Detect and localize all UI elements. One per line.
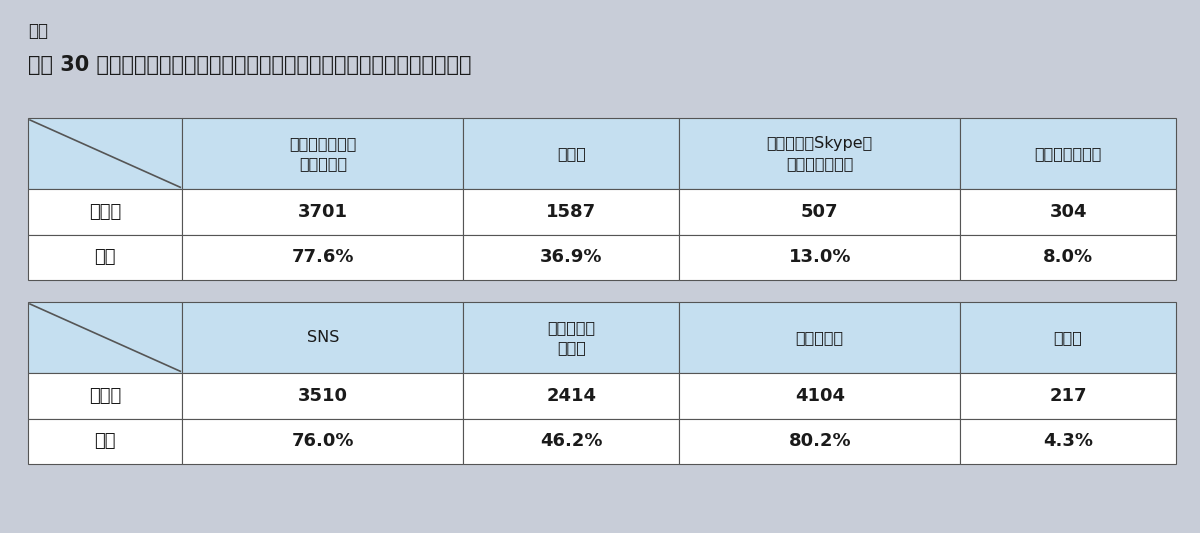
Bar (679, 373, 960, 418)
Bar (182, 189, 463, 235)
Text: 回答数: 回答数 (89, 387, 121, 405)
Bar (463, 235, 679, 280)
Text: 2414: 2414 (546, 387, 596, 405)
Text: 1587: 1587 (546, 203, 596, 221)
Text: 8.0%: 8.0% (1043, 248, 1093, 266)
Bar (28, 302, 182, 373)
Bar (463, 373, 679, 418)
Text: チャット・Skype・
メッセンジャー: チャット・Skype・ メッセンジャー (767, 136, 872, 171)
Text: 回答数: 回答数 (89, 203, 121, 221)
Bar (960, 189, 1176, 235)
Text: SNS: SNS (307, 330, 340, 345)
Bar (679, 189, 960, 235)
Text: 4.3%: 4.3% (1043, 432, 1093, 450)
Bar (463, 418, 679, 464)
Text: 割合: 割合 (95, 432, 116, 450)
Bar (679, 302, 960, 373)
Text: 77.6%: 77.6% (292, 248, 354, 266)
Bar (463, 189, 679, 235)
Text: 13.0%: 13.0% (788, 248, 851, 266)
Bar (182, 302, 463, 373)
Bar (28, 373, 182, 418)
Bar (28, 235, 182, 280)
Text: 507: 507 (800, 203, 839, 221)
Text: 46.2%: 46.2% (540, 432, 602, 450)
Bar (960, 118, 1176, 189)
Bar (960, 373, 1176, 418)
Text: 80.2%: 80.2% (788, 432, 851, 450)
Text: 情報やニュース
などの検索: 情報やニュース などの検索 (289, 136, 356, 171)
Bar (679, 235, 960, 280)
Bar (960, 302, 1176, 373)
Text: 3701: 3701 (298, 203, 348, 221)
Bar (679, 418, 960, 464)
Text: この 30 日間に、あなたが利用したインターネットのサービスは何ですか？: この 30 日間に、あなたが利用したインターネットのサービスは何ですか？ (28, 55, 472, 75)
Text: メール: メール (557, 146, 586, 161)
Bar (28, 118, 182, 189)
Text: ブログ・掲示板: ブログ・掲示板 (1034, 146, 1102, 161)
Text: オンライン
ゲーム: オンライン ゲーム (547, 320, 595, 355)
Text: 304: 304 (1049, 203, 1087, 221)
Bar (28, 189, 182, 235)
Text: 4104: 4104 (794, 387, 845, 405)
Bar (182, 418, 463, 464)
Text: 36.9%: 36.9% (540, 248, 602, 266)
Bar (679, 118, 960, 189)
Bar (182, 118, 463, 189)
Text: 76.0%: 76.0% (292, 432, 354, 450)
Text: その他: その他 (1054, 330, 1082, 345)
Bar (463, 118, 679, 189)
Text: 質問: 質問 (28, 22, 48, 40)
Text: 217: 217 (1049, 387, 1087, 405)
Text: 動画サイト: 動画サイト (796, 330, 844, 345)
Text: 3510: 3510 (298, 387, 348, 405)
Bar (182, 235, 463, 280)
Bar (463, 302, 679, 373)
Bar (182, 373, 463, 418)
Bar (960, 418, 1176, 464)
Text: 割合: 割合 (95, 248, 116, 266)
Bar (28, 418, 182, 464)
Bar (960, 235, 1176, 280)
